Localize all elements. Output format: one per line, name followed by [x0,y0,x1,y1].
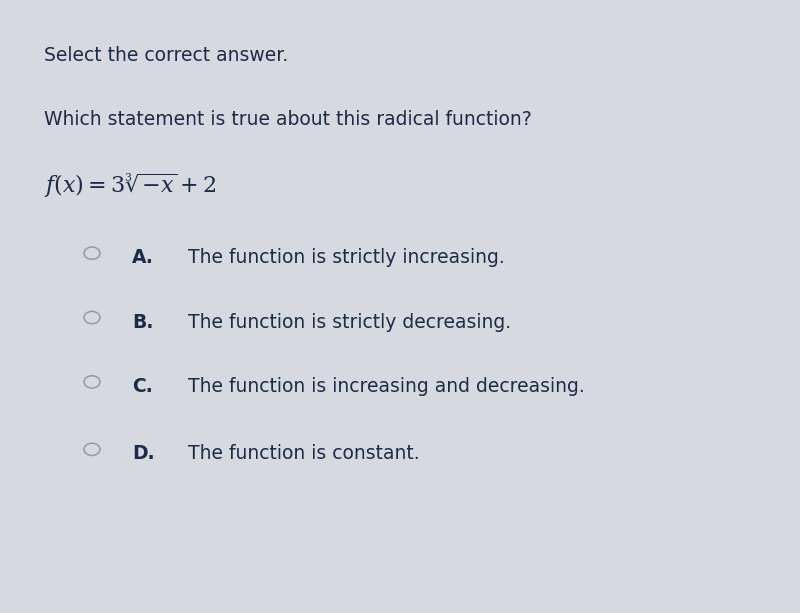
Text: A.: A. [132,248,154,267]
Text: Select the correct answer.: Select the correct answer. [44,46,288,65]
Text: D.: D. [132,444,154,463]
Text: The function is increasing and decreasing.: The function is increasing and decreasin… [188,377,585,396]
Text: C.: C. [132,377,153,396]
Text: B.: B. [132,313,154,332]
Text: Which statement is true about this radical function?: Which statement is true about this radic… [44,110,532,129]
Text: The function is strictly increasing.: The function is strictly increasing. [188,248,505,267]
Text: $f(x) = 3\sqrt[3]{-x} + 2$: $f(x) = 3\sqrt[3]{-x} + 2$ [44,172,217,200]
Text: The function is strictly decreasing.: The function is strictly decreasing. [188,313,511,332]
Text: The function is constant.: The function is constant. [188,444,420,463]
